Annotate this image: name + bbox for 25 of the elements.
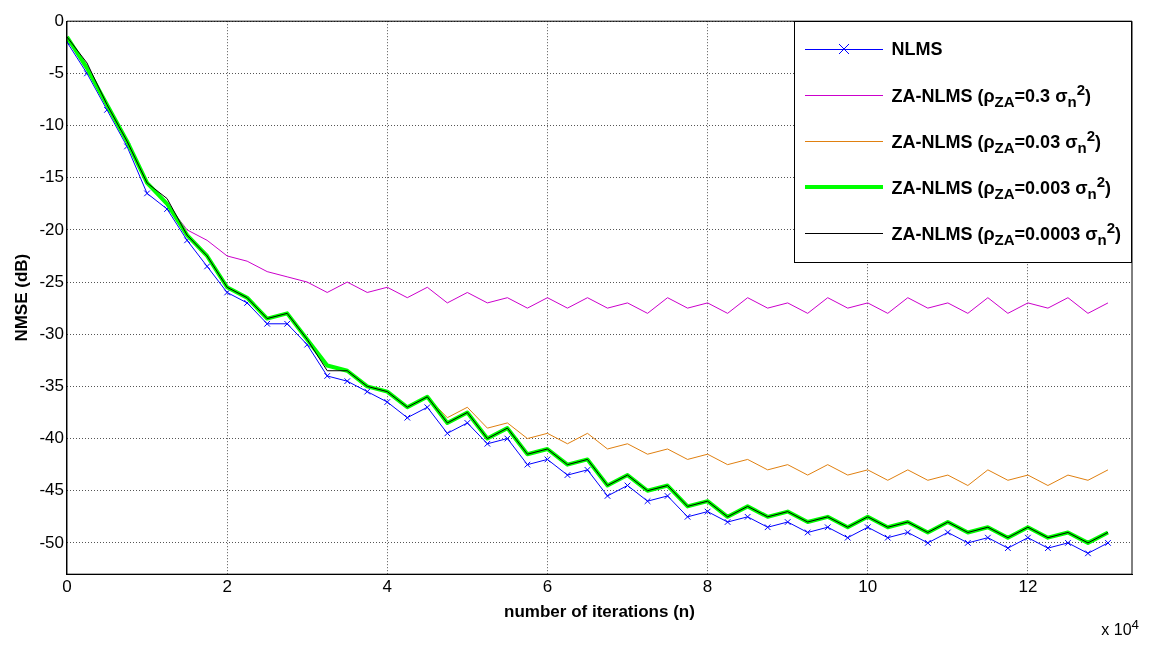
y-tick-label: -25 — [39, 271, 64, 291]
y-tick-label: -35 — [39, 376, 64, 396]
y-tick-label: -15 — [39, 167, 64, 187]
y-tick-label: -40 — [39, 428, 64, 448]
legend-label: ZA-NLMS (ρ$_{ZA}$=0.003 σ$_{n}$$^{2}$) — [891, 172, 1111, 202]
legend-label: NLMS — [891, 38, 943, 60]
x-tick-label: 12 — [1018, 577, 1038, 597]
y-tick-label: -10 — [39, 115, 64, 135]
y-tick-label: -50 — [39, 532, 64, 552]
y-tick-label: -45 — [39, 480, 64, 500]
legend-label: ZA-NLMS (ρ$_{ZA}$=0.3 σ$_{n}$$^{2}$) — [891, 80, 1091, 110]
x-tick-label: 4 — [382, 577, 393, 597]
x-axis-title: number of iterations (n) — [504, 602, 695, 622]
x-tick-label: 2 — [222, 577, 232, 597]
legend-label: ZA-NLMS (ρ$_{ZA}$=0.0003 σ$_{n}$$^{2}$) — [891, 218, 1121, 248]
y-tick-label: -30 — [39, 323, 64, 343]
x-tick-label: 8 — [702, 577, 713, 597]
legend-label: ZA-NLMS (ρ$_{ZA}$=0.03 σ$_{n}$$^{2}$) — [891, 126, 1101, 156]
y-axis-title: NMSE (dB) — [11, 253, 31, 342]
y-tick-label: -5 — [48, 63, 64, 83]
y-tick-label: 0 — [54, 10, 64, 30]
x-tick-label: 10 — [858, 577, 878, 597]
x-tick-label: 6 — [542, 577, 553, 597]
text: x 10$^{4}$ — [1101, 616, 1139, 639]
y-tick-label: -20 — [39, 219, 64, 239]
